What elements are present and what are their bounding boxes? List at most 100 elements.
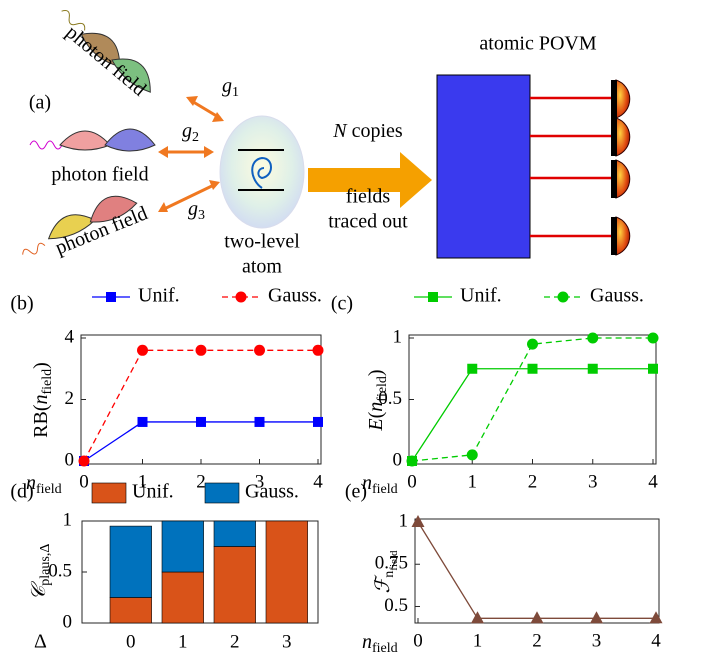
bar — [162, 572, 204, 623]
legend-label: Unif. — [460, 285, 502, 307]
marker — [313, 345, 324, 356]
atom-label: atom — [242, 256, 282, 278]
label-part: g — [188, 198, 198, 220]
x-tick-label: 4 — [648, 471, 658, 492]
label-part: field — [40, 369, 55, 395]
x-tick-label: 1 — [178, 631, 188, 652]
y-tick-label: 0.5 — [384, 595, 408, 616]
label-part: copies — [347, 120, 403, 142]
label-part: n — [362, 631, 372, 653]
marker — [528, 364, 538, 374]
label-part: field — [375, 376, 390, 402]
legend-label: Unif. — [138, 285, 180, 307]
bar — [214, 547, 256, 624]
label-part: 3 — [198, 208, 205, 223]
bar — [162, 521, 204, 572]
series-line — [412, 338, 653, 461]
x-tick-label: 0 — [413, 630, 423, 651]
series-line — [84, 350, 318, 461]
bar — [266, 521, 308, 623]
y-tick-label: 4 — [65, 326, 75, 347]
marker — [648, 333, 659, 344]
legend-label: Gauss. — [590, 285, 644, 307]
label-part: ) — [365, 369, 387, 376]
label-part: field — [372, 641, 398, 656]
marker — [590, 611, 603, 623]
marker — [471, 611, 484, 623]
y-axis-label: E(nfield) — [365, 369, 391, 431]
label-part: n — [30, 394, 52, 404]
label-part: 2 — [192, 130, 199, 145]
marker — [313, 417, 323, 427]
y-tick-label: 2 — [65, 388, 75, 409]
marker — [531, 611, 544, 623]
povm-label: atomic POVM — [479, 33, 596, 55]
x-tick-label: 1 — [468, 471, 478, 492]
panel-label: (c) — [331, 293, 353, 315]
label-part: g — [182, 120, 192, 142]
label-part: g — [222, 75, 232, 97]
label-part: RB( — [30, 404, 52, 438]
marker — [412, 515, 425, 527]
figure: (a) photon field photon field photon fie… — [0, 0, 704, 660]
x-axis-label: Δ — [34, 631, 47, 653]
arrow-note: fields — [346, 186, 391, 208]
plot-frame — [415, 519, 659, 623]
marker — [196, 417, 206, 427]
marker — [467, 449, 478, 460]
marker — [650, 611, 663, 623]
bar — [110, 526, 152, 597]
atom-label: two-level — [224, 231, 300, 253]
panel-label: (b) — [10, 293, 33, 315]
photon-label: photon field — [51, 164, 148, 186]
marker — [527, 339, 538, 350]
y-tick-label: 0 — [63, 611, 73, 632]
y-tick-label: 1 — [399, 510, 409, 531]
marker — [137, 345, 148, 356]
label-part: E — [365, 418, 387, 431]
x-tick-label: 2 — [196, 471, 206, 492]
y-axis-label: 𝒞plaus,Δ — [28, 544, 54, 601]
plot-frame — [409, 335, 656, 464]
x-tick-label: 0 — [126, 631, 136, 652]
bar — [214, 521, 256, 547]
y-tick-label: 1 — [393, 326, 403, 347]
x-tick-label: 0 — [79, 471, 89, 492]
series-line — [412, 369, 653, 461]
coupling-label: g2 — [182, 120, 199, 146]
marker — [236, 292, 247, 303]
y-axis-label: RB(nfield) — [30, 362, 56, 438]
y-tick-label: 0 — [393, 449, 403, 470]
marker — [254, 345, 265, 356]
label-part: field — [372, 482, 398, 497]
x-tick-label: 2 — [230, 631, 240, 652]
label-part: field — [36, 482, 62, 497]
legend-label: Unif. — [132, 481, 174, 503]
panel-label: (e) — [345, 481, 367, 503]
arrow-label: N copies — [332, 120, 403, 142]
marker — [428, 292, 438, 302]
marker — [106, 292, 116, 302]
legend-swatch — [92, 483, 126, 503]
legend-label: Gauss. — [268, 285, 322, 307]
marker — [648, 364, 658, 374]
marker — [138, 417, 148, 427]
label-part: field — [388, 550, 400, 571]
x-tick-label: 3 — [592, 630, 602, 651]
legend-swatch — [205, 483, 239, 503]
label-part: n — [382, 571, 397, 578]
label-part: plaus,Δ — [38, 544, 53, 586]
marker — [587, 333, 598, 344]
series-line — [418, 522, 656, 618]
marker — [255, 417, 265, 427]
marker — [588, 364, 598, 374]
x-tick-label: 1 — [473, 630, 483, 651]
arrow-note: traced out — [328, 211, 408, 233]
coupling-label: g3 — [188, 198, 205, 224]
label-part: 1 — [232, 85, 239, 100]
x-tick-label: 3 — [588, 471, 598, 492]
marker — [407, 456, 418, 467]
photon-label: photon field — [62, 21, 151, 100]
marker — [196, 345, 207, 356]
bar — [110, 598, 152, 624]
